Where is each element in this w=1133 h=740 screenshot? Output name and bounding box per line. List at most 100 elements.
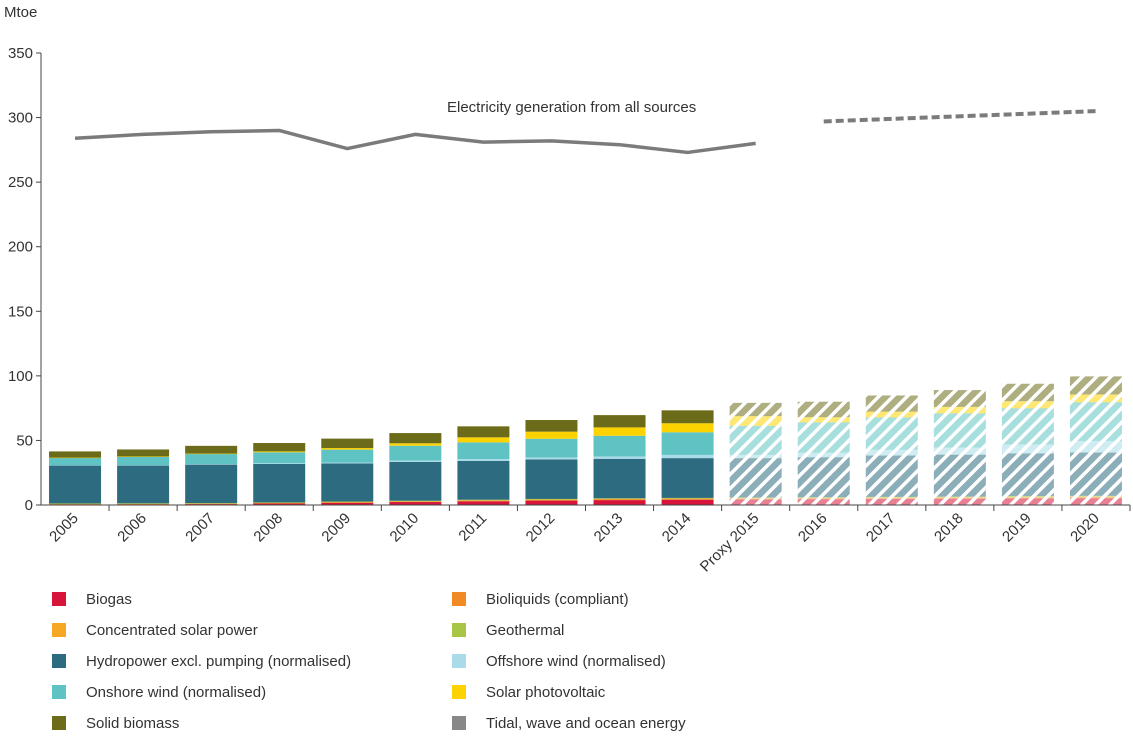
legend-label: Onshore wind (normalised) (86, 683, 267, 701)
bar-segment (933, 390, 986, 407)
x-tick-label: 2005 (46, 510, 82, 546)
chart-area: Mtoe 0 50 100 150 200 250 300 350 2005 2006 2007 20… (4, 4, 1131, 575)
bar-segment (1069, 496, 1122, 498)
bar-segment (593, 456, 646, 459)
bar-segment (865, 498, 918, 499)
legend-swatch (452, 654, 466, 668)
legend-item: Geothermal (452, 619, 792, 641)
bar-segment (49, 451, 102, 458)
bar-segment (457, 426, 510, 438)
bar-segment (321, 463, 374, 502)
bar-segment (49, 465, 102, 504)
legend-swatch (52, 654, 66, 668)
bar-segment (389, 461, 442, 501)
x-tick-label: 2008 (250, 510, 286, 546)
x-tick-label: 2013 (591, 510, 627, 546)
legend-label: Solid biomass (86, 714, 180, 732)
y-tick-label: 200 (8, 239, 33, 256)
bar-segment (797, 498, 850, 500)
bar-segment (253, 463, 306, 503)
bar-segment (729, 454, 782, 459)
bar-segment (1001, 496, 1054, 497)
bar-segment (1069, 495, 1122, 497)
x-tick-label: 2020 (1067, 510, 1103, 546)
bar-segment (797, 457, 850, 498)
bar-segment (525, 420, 578, 432)
bar-segment (185, 453, 238, 455)
bar-segment (661, 454, 714, 459)
bar-segment (593, 500, 646, 505)
bar-segment (729, 498, 782, 499)
bar-segment (729, 499, 782, 505)
bar-segment (661, 498, 714, 500)
bar-segment (525, 498, 578, 500)
bar-segment (593, 458, 646, 499)
bar-segment (389, 433, 442, 444)
bar-segment (117, 503, 170, 504)
bar-segment (933, 454, 986, 497)
bar-segment (797, 499, 850, 505)
bar-segment (661, 423, 714, 433)
electricity-generation-line (74, 128, 756, 155)
bar-segment (117, 456, 170, 466)
bar-segment (253, 451, 306, 453)
y-tick-label: 250 (8, 174, 33, 191)
legend-label: Hydropower excl. pumping (normalised) (86, 652, 352, 670)
bar-segment (593, 435, 646, 457)
x-tick-label: 2010 (387, 510, 423, 546)
bar-segment (321, 502, 374, 505)
legend-item: Tidal, wave and ocean energy (452, 712, 792, 734)
bar-segment (1001, 444, 1054, 454)
legend-label: Concentrated solar power (86, 621, 258, 639)
bar-segment (389, 445, 442, 461)
bar-segment (321, 501, 374, 503)
bar-segment (661, 458, 714, 498)
legend-item: Onshore wind (normalised) (52, 681, 452, 703)
bar-segment (865, 496, 918, 498)
y-tick-label: 150 (8, 303, 33, 320)
legend-label: Biogas (86, 590, 132, 608)
bar-segment (593, 498, 646, 499)
bar-segment (525, 500, 578, 505)
bar-segment (933, 497, 986, 499)
bar-segment (865, 498, 918, 505)
y-tick-label: 0 (25, 497, 33, 514)
bar-segment (593, 499, 646, 501)
bar-segment (525, 499, 578, 501)
legend-item: Solar photovoltaic (452, 681, 792, 703)
bar-segment (797, 497, 850, 499)
y-tick-label: 50 (16, 432, 33, 449)
legend-item: Solid biomass (52, 712, 452, 734)
bar-segment (49, 457, 102, 459)
bar-segment (525, 438, 578, 458)
bar-segment (117, 449, 170, 457)
legend-item: Hydropower excl. pumping (normalised) (52, 650, 452, 672)
bar-segment (49, 503, 102, 505)
bar-segment (865, 497, 918, 499)
bar-segment (185, 464, 238, 465)
legend-label: Geothermal (486, 621, 565, 639)
bar-segment (457, 501, 510, 505)
bar-segment (933, 498, 986, 499)
legend-swatch (52, 592, 66, 606)
bar-segment (593, 498, 646, 500)
legend-swatch (52, 623, 66, 637)
bar-segment (321, 448, 374, 450)
bar-segment (797, 422, 850, 453)
x-tick-label: 2012 (523, 510, 559, 546)
bar-segment (185, 503, 238, 505)
bar-segment (797, 498, 850, 499)
bar-segment (1069, 376, 1122, 395)
bar-segment (457, 460, 510, 500)
bar-segment (525, 457, 578, 460)
bar-segment (593, 415, 646, 428)
bar-segment (457, 442, 510, 460)
bar-segment (525, 499, 578, 501)
y-tick-label: 300 (8, 110, 33, 127)
bar-segment (933, 413, 986, 448)
bar-segment (389, 460, 442, 462)
bar-segment (729, 425, 782, 455)
x-tick-label: 2018 (931, 510, 967, 546)
bar-segment (933, 498, 986, 505)
bar-segment (1001, 383, 1054, 402)
